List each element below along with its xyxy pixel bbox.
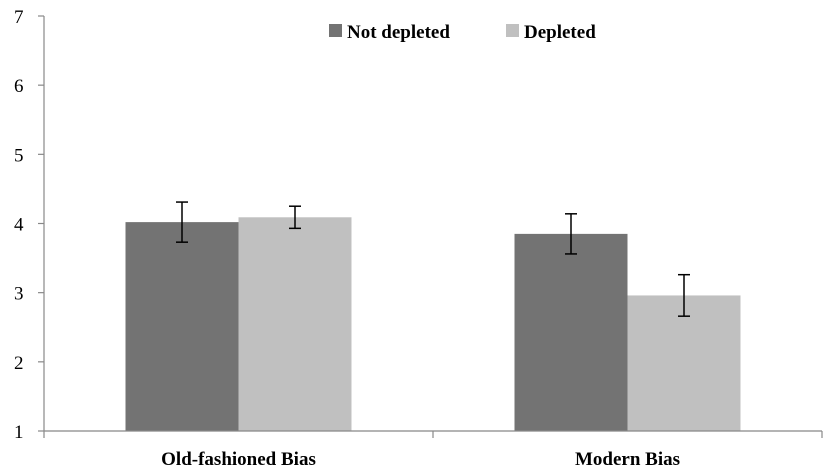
- bar-not-depleted: [514, 233, 628, 431]
- y-tick-label: 1: [14, 422, 24, 443]
- y-tick-label: 7: [14, 7, 24, 28]
- y-tick-label: 2: [14, 353, 24, 374]
- bar-depleted: [238, 217, 352, 431]
- x-category-label: Modern Bias: [575, 449, 680, 470]
- x-axis-ticks: [43, 431, 823, 438]
- y-tick-label: 3: [14, 284, 24, 305]
- bars: [125, 217, 741, 431]
- bar-depleted: [627, 295, 741, 431]
- y-axis-ticks: 1 2 3 4 5 6 7: [14, 7, 44, 443]
- legend-swatch: [329, 24, 342, 37]
- bar-not-depleted: [125, 222, 239, 431]
- x-category-label: Old-fashioned Bias: [161, 449, 316, 470]
- error-bars: [176, 201, 690, 317]
- y-tick-label: 5: [14, 145, 24, 166]
- y-tick-label: 6: [14, 76, 24, 97]
- legend-label: Depleted: [524, 22, 596, 43]
- legend: Not depleted Depleted: [329, 22, 596, 43]
- y-tick-label: 4: [14, 215, 24, 236]
- category-labels: Old-fashioned Bias Modern Bias: [161, 449, 680, 470]
- legend-label: Not depleted: [347, 22, 450, 43]
- legend-swatch: [506, 24, 519, 37]
